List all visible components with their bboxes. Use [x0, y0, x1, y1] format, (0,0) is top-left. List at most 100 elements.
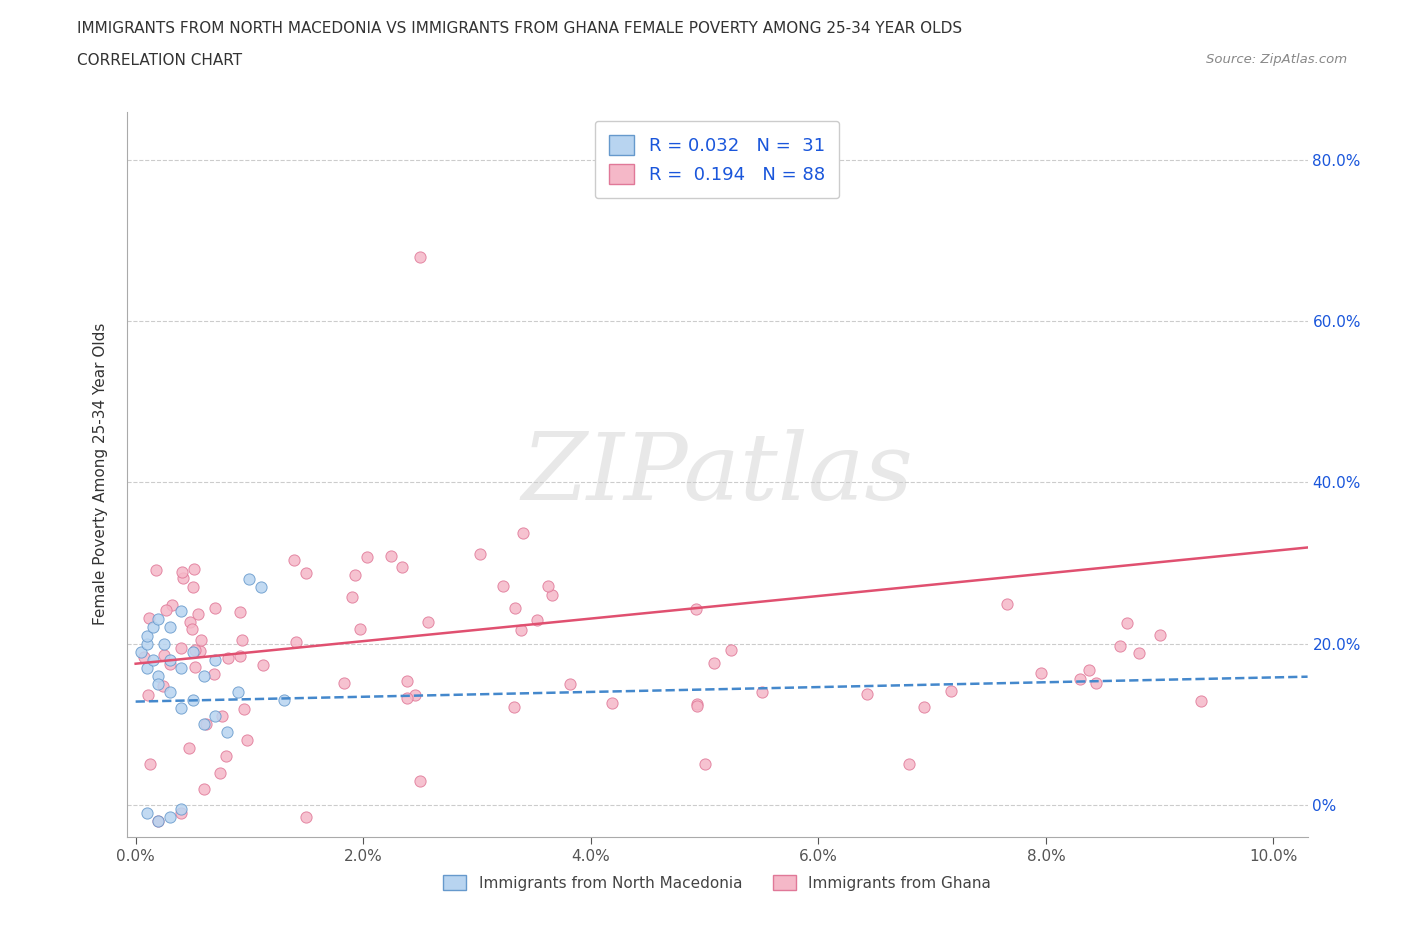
Point — [295, 565, 318, 580]
Point — [181, 644, 204, 659]
Point — [252, 658, 274, 672]
Y-axis label: Female Poverty Among 25-34 Year Olds: Female Poverty Among 25-34 Year Olds — [93, 323, 108, 626]
Point — [396, 673, 419, 688]
Point — [541, 588, 564, 603]
Point — [142, 652, 165, 667]
Point — [181, 693, 204, 708]
Point — [159, 652, 181, 667]
Text: ZIPatlas: ZIPatlas — [522, 430, 912, 519]
Point — [380, 549, 402, 564]
Point — [416, 615, 439, 630]
Point — [558, 677, 581, 692]
Point — [1029, 666, 1052, 681]
Point — [503, 699, 526, 714]
Point — [148, 814, 170, 829]
Point — [155, 603, 177, 618]
Point — [138, 757, 160, 772]
Point — [492, 578, 515, 593]
Point — [179, 615, 201, 630]
Point — [153, 648, 176, 663]
Point — [202, 667, 225, 682]
Point — [177, 741, 200, 756]
Point — [208, 765, 231, 780]
Point — [685, 698, 707, 713]
Point — [285, 634, 308, 649]
Point — [1108, 639, 1130, 654]
Point — [1189, 694, 1212, 709]
Point — [703, 656, 725, 671]
Point — [1149, 628, 1171, 643]
Point — [136, 636, 159, 651]
Point — [912, 699, 935, 714]
Point — [686, 697, 709, 711]
Point — [204, 601, 226, 616]
Point — [526, 612, 548, 627]
Point — [159, 684, 181, 699]
Point — [898, 757, 921, 772]
Point — [136, 628, 159, 643]
Legend: Immigrants from North Macedonia, Immigrants from Ghana: Immigrants from North Macedonia, Immigra… — [436, 867, 998, 898]
Point — [184, 659, 207, 674]
Point — [138, 611, 160, 626]
Point — [295, 809, 318, 824]
Point — [333, 676, 356, 691]
Point — [193, 781, 215, 796]
Point — [170, 700, 193, 715]
Point — [468, 547, 491, 562]
Point — [148, 676, 170, 691]
Point — [138, 687, 160, 702]
Point — [187, 606, 209, 621]
Point — [170, 604, 193, 618]
Point — [512, 526, 534, 541]
Point — [600, 696, 623, 711]
Point — [283, 553, 305, 568]
Point — [193, 669, 215, 684]
Point — [136, 660, 159, 675]
Point — [720, 643, 742, 658]
Point — [180, 621, 202, 636]
Point — [170, 660, 193, 675]
Point — [236, 733, 259, 748]
Point — [170, 641, 193, 656]
Point — [159, 809, 181, 824]
Point — [211, 708, 233, 723]
Point — [162, 597, 184, 612]
Point — [1116, 616, 1139, 631]
Point — [214, 749, 236, 764]
Text: Source: ZipAtlas.com: Source: ZipAtlas.com — [1206, 53, 1347, 66]
Point — [170, 565, 193, 579]
Point — [136, 805, 159, 820]
Point — [1128, 645, 1150, 660]
Point — [340, 590, 363, 604]
Point — [193, 717, 215, 732]
Point — [233, 702, 256, 717]
Point — [159, 620, 181, 635]
Text: CORRELATION CHART: CORRELATION CHART — [77, 53, 242, 68]
Point — [181, 580, 204, 595]
Point — [249, 579, 271, 594]
Point — [132, 650, 155, 665]
Point — [356, 550, 378, 565]
Point — [152, 679, 174, 694]
Point — [131, 644, 153, 659]
Point — [215, 724, 238, 739]
Point — [148, 669, 170, 684]
Point — [142, 620, 165, 635]
Point — [693, 757, 716, 772]
Point — [1085, 675, 1108, 690]
Point — [537, 578, 560, 593]
Point — [856, 686, 879, 701]
Point — [217, 650, 239, 665]
Point — [349, 621, 371, 636]
Point — [188, 644, 211, 658]
Point — [751, 684, 773, 699]
Text: IMMIGRANTS FROM NORTH MACEDONIA VS IMMIGRANTS FROM GHANA FEMALE POVERTY AMONG 25: IMMIGRANTS FROM NORTH MACEDONIA VS IMMIG… — [77, 21, 963, 36]
Point — [204, 709, 226, 724]
Point — [170, 805, 193, 820]
Point — [170, 802, 193, 817]
Point — [183, 561, 205, 576]
Point — [273, 693, 295, 708]
Point — [343, 567, 366, 582]
Point — [195, 716, 218, 731]
Point — [503, 600, 526, 615]
